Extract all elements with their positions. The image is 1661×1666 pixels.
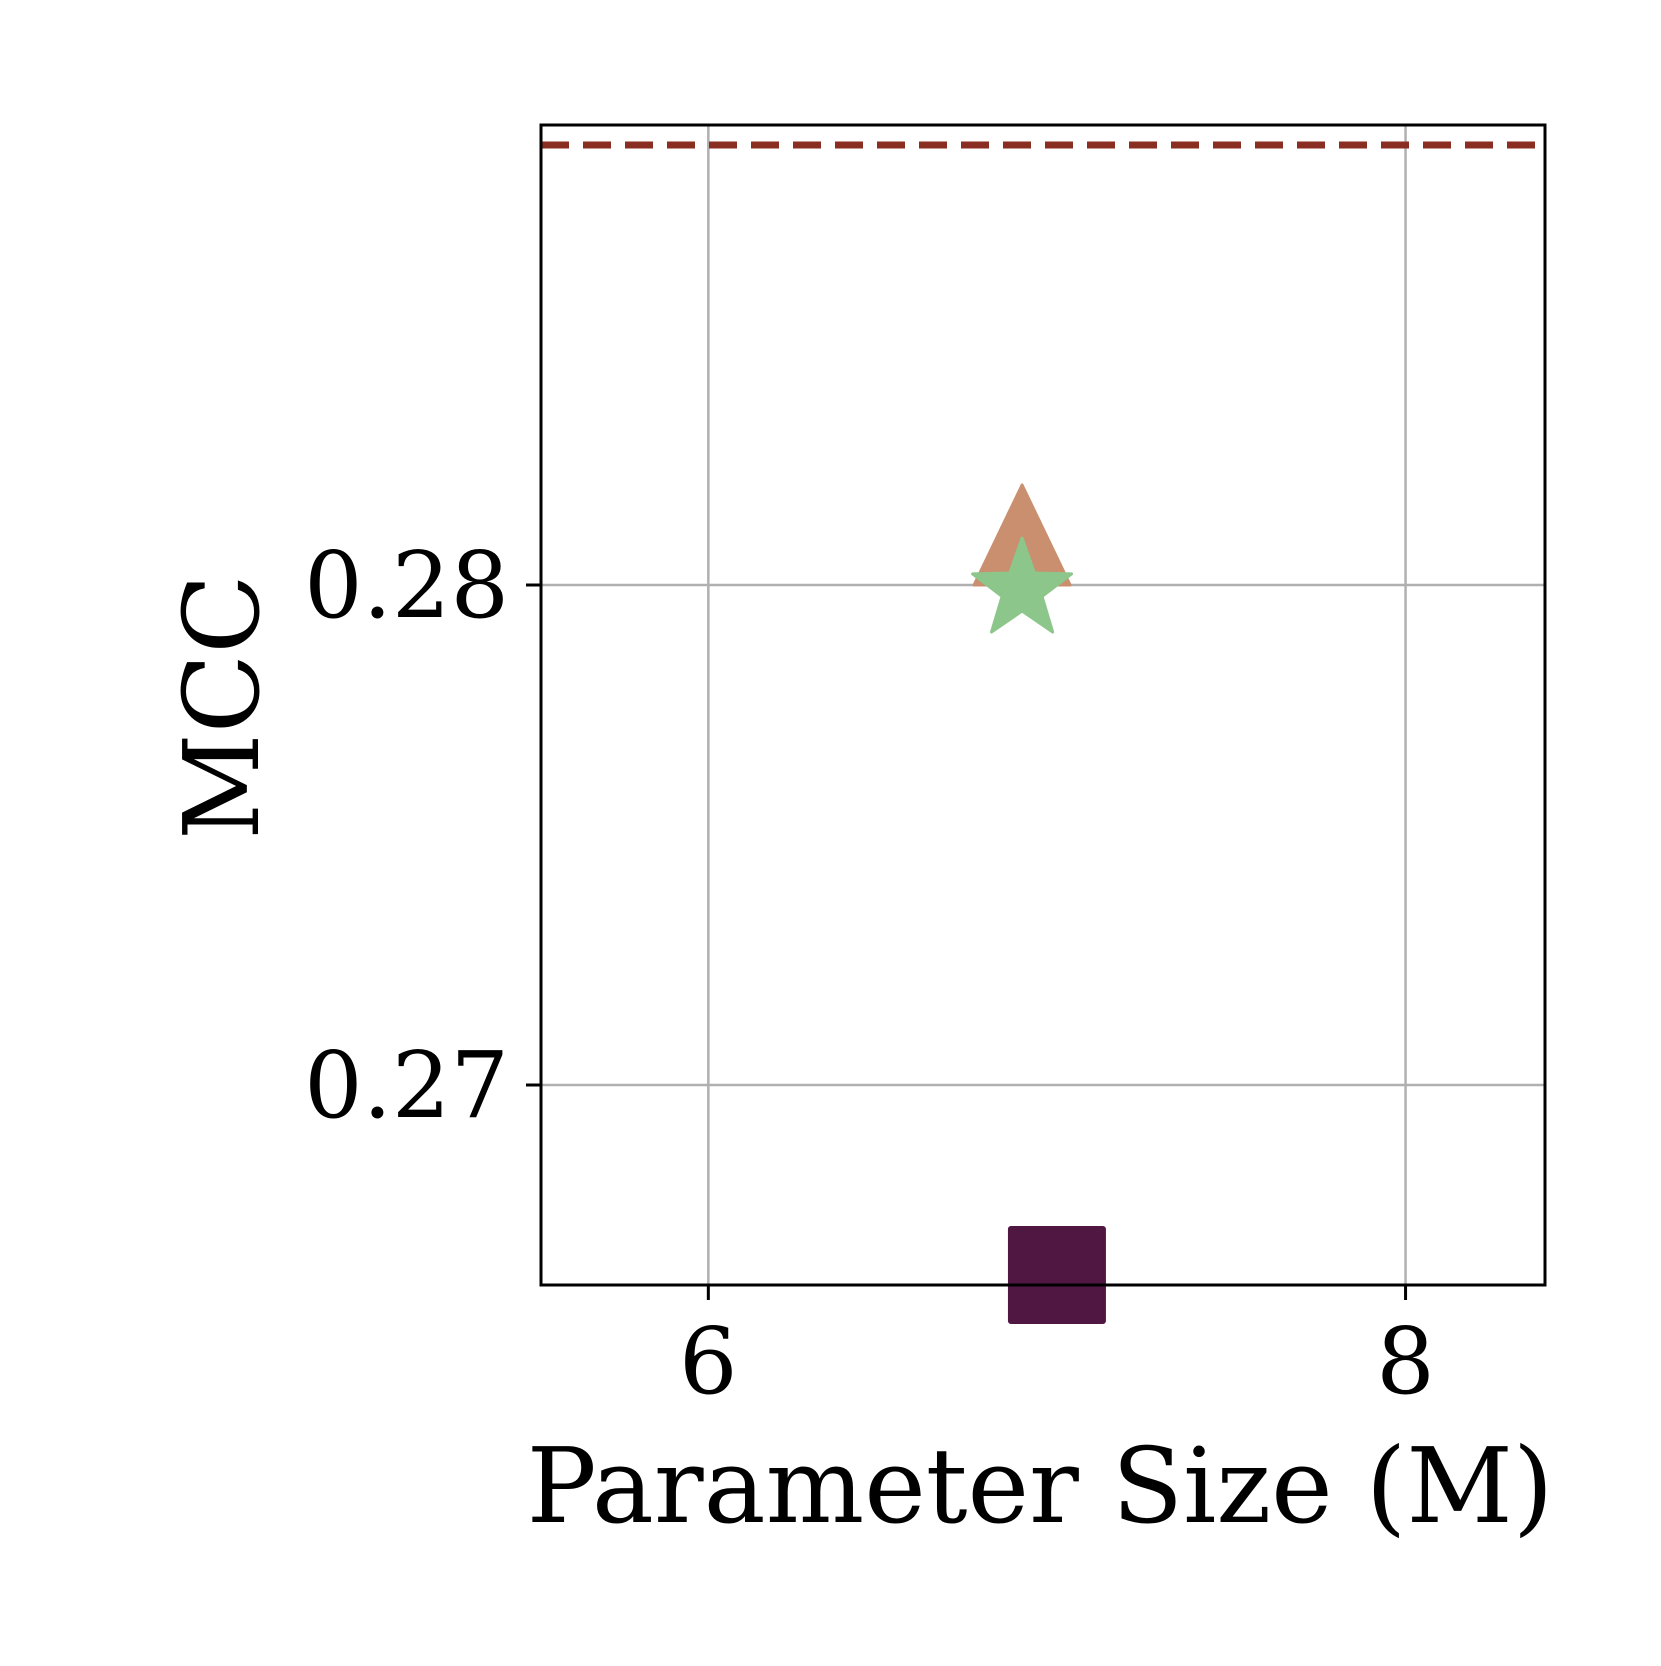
data-points bbox=[971, 483, 1106, 1324]
plot-frame bbox=[539, 123, 1547, 1287]
x-tick-label: 8 bbox=[1376, 1308, 1435, 1415]
star-marker bbox=[971, 536, 1074, 634]
x-tick-label: 6 bbox=[679, 1308, 738, 1415]
y-axis-title: MCC bbox=[161, 574, 283, 840]
square-marker bbox=[1007, 1226, 1106, 1324]
y-tick-label: 0.27 bbox=[304, 1032, 509, 1139]
y-tick-label: 0.28 bbox=[304, 532, 509, 639]
axis-ticks: 6 8 0.27 0.28 bbox=[304, 532, 1435, 1415]
x-axis-title: Parameter Size (M) bbox=[527, 1425, 1554, 1547]
